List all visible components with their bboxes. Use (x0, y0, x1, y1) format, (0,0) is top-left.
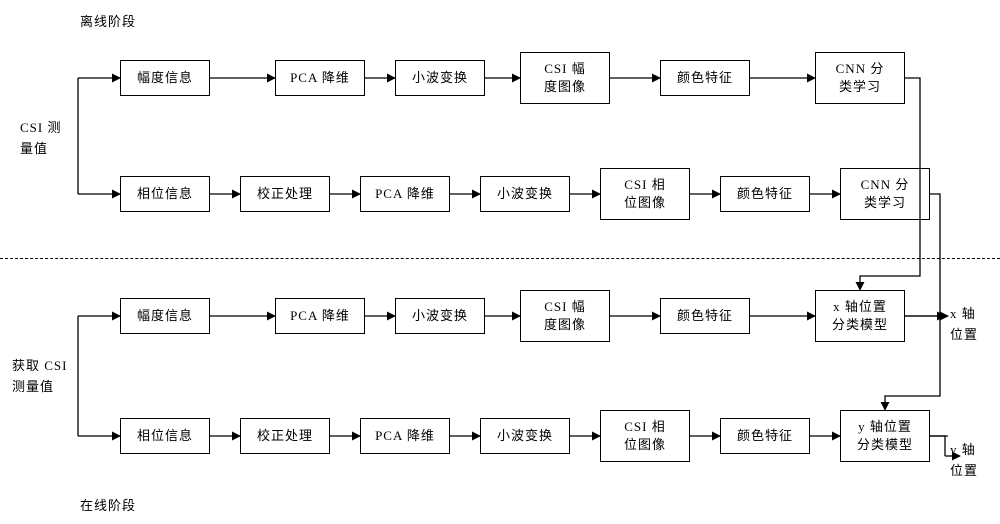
text: PCA 降维 (375, 427, 435, 445)
node-online-x-model: x 轴位置 分类模型 (815, 290, 905, 342)
online-phase-label: 在线阶段 (80, 496, 136, 517)
text: CSI 幅 度图像 (544, 60, 586, 96)
node-online-amplitude: 幅度信息 (120, 298, 210, 334)
online-csi-label: 获取 CSI 测量值 (12, 356, 72, 398)
node-online-top-pca: PCA 降维 (275, 298, 365, 334)
text: 小波变换 (497, 427, 553, 445)
node-offline-bot-cnn: CNN 分 类学习 (840, 168, 930, 220)
text: x 轴位置 分类模型 (832, 298, 888, 334)
y-axis-output-label: y 轴 位置 (950, 440, 1000, 482)
text: 相位信息 (137, 427, 193, 445)
node-online-phase: 相位信息 (120, 418, 210, 454)
text: PCA 降维 (290, 69, 350, 87)
node-online-bot-pca: PCA 降维 (360, 418, 450, 454)
node-offline-bot-color: 颜色特征 (720, 176, 810, 212)
offline-phase-label: 离线阶段 (80, 12, 136, 33)
node-offline-top-color: 颜色特征 (660, 60, 750, 96)
text: 校正处理 (257, 185, 313, 203)
node-offline-phase: 相位信息 (120, 176, 210, 212)
text: 小波变换 (497, 185, 553, 203)
node-offline-bot-pca: PCA 降维 (360, 176, 450, 212)
text: 颜色特征 (677, 69, 733, 87)
text: PCA 降维 (375, 185, 435, 203)
node-offline-top-pca: PCA 降维 (275, 60, 365, 96)
text: CSI 幅 度图像 (544, 298, 586, 334)
text: CSI 相 位图像 (624, 176, 666, 212)
node-online-top-csi-img: CSI 幅 度图像 (520, 290, 610, 342)
text: 颜色特征 (677, 307, 733, 325)
node-online-y-model: y 轴位置 分类模型 (840, 410, 930, 462)
node-offline-amplitude: 幅度信息 (120, 60, 210, 96)
text: CNN 分 类学习 (836, 60, 885, 96)
text: y 轴位置 分类模型 (857, 418, 913, 454)
node-offline-calibrate: 校正处理 (240, 176, 330, 212)
text: 相位信息 (137, 185, 193, 203)
text: 校正处理 (257, 427, 313, 445)
phase-divider (0, 258, 1000, 259)
diagram-canvas: 离线阶段 在线阶段 CSI 测 量值 获取 CSI 测量值 x 轴 位置 y 轴… (0, 0, 1000, 524)
text: 颜色特征 (737, 427, 793, 445)
node-online-calibrate: 校正处理 (240, 418, 330, 454)
node-offline-top-cnn: CNN 分 类学习 (815, 52, 905, 104)
x-axis-output-label: x 轴 位置 (950, 304, 1000, 346)
text: 小波变换 (412, 69, 468, 87)
node-online-bot-csi-img: CSI 相 位图像 (600, 410, 690, 462)
text: 幅度信息 (137, 69, 193, 87)
text: 幅度信息 (137, 307, 193, 325)
node-online-top-wavelet: 小波变换 (395, 298, 485, 334)
text: 颜色特征 (737, 185, 793, 203)
offline-csi-label: CSI 测 量值 (20, 118, 80, 160)
node-online-top-color: 颜色特征 (660, 298, 750, 334)
node-offline-top-csi-img: CSI 幅 度图像 (520, 52, 610, 104)
node-offline-bot-wavelet: 小波变换 (480, 176, 570, 212)
text: CNN 分 类学习 (861, 176, 910, 212)
text: CSI 相 位图像 (624, 418, 666, 454)
text: 小波变换 (412, 307, 468, 325)
node-online-bot-wavelet: 小波变换 (480, 418, 570, 454)
node-offline-top-wavelet: 小波变换 (395, 60, 485, 96)
node-offline-bot-csi-img: CSI 相 位图像 (600, 168, 690, 220)
text: PCA 降维 (290, 307, 350, 325)
node-online-bot-color: 颜色特征 (720, 418, 810, 454)
